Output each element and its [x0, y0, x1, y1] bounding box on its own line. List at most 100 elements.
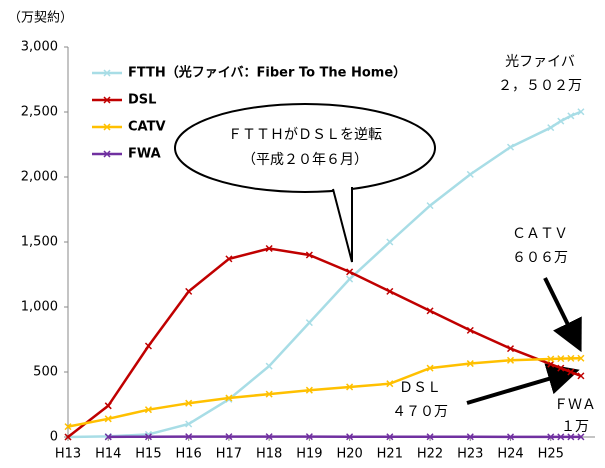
point-marker	[265, 244, 273, 253]
point-marker	[64, 423, 72, 431]
point-marker	[144, 406, 152, 414]
point-marker	[185, 287, 193, 295]
y-unit: （万契約）	[8, 11, 73, 26]
point-marker	[386, 433, 394, 441]
annotation: ６０６万	[512, 250, 568, 266]
point-marker	[466, 360, 474, 368]
point-marker	[577, 372, 585, 380]
legend-label: FTTH（光ファイバ：Fiber To The Home）	[128, 65, 406, 81]
arrow	[543, 277, 582, 353]
point-marker	[346, 268, 354, 276]
point-marker	[466, 326, 474, 334]
legend-label: CATV	[128, 120, 166, 135]
y-tick-label: 1,000	[21, 300, 58, 315]
point-marker	[225, 433, 233, 441]
point-marker	[466, 433, 474, 441]
point-marker	[225, 394, 233, 402]
point-marker	[567, 354, 575, 362]
point-marker	[506, 143, 515, 151]
callout-bubble	[174, 103, 436, 193]
point-marker	[104, 402, 112, 410]
legend-marker	[103, 96, 111, 104]
annotation: ４７０万	[392, 404, 448, 420]
point-marker	[506, 433, 515, 441]
y-tick-label: 0	[50, 430, 58, 445]
y-tick-label: 500	[33, 365, 58, 380]
point-marker	[506, 356, 515, 364]
x-tick-label: H19	[296, 447, 322, 462]
arrow	[466, 363, 580, 405]
x-tick-label: H15	[135, 447, 161, 462]
y-tick-label: 1,500	[21, 235, 58, 250]
point-marker	[547, 124, 555, 132]
point-marker	[557, 433, 565, 441]
y-tick-label: 3,000	[21, 40, 58, 55]
point-marker	[185, 433, 193, 441]
point-marker	[567, 112, 575, 120]
legend-marker	[103, 69, 111, 77]
plot-area: 0 500 1,000 1,500 2,000 2,500 3,000 H13 H14 H15 H1…	[21, 40, 595, 462]
x-tick-label: H23	[457, 447, 483, 462]
point-marker	[426, 364, 434, 372]
x-tick-label: H14	[95, 447, 121, 462]
point-marker	[577, 108, 585, 116]
point-marker	[547, 360, 555, 368]
point-marker	[64, 433, 72, 441]
legend-marker	[103, 150, 111, 158]
x-tick-label: H18	[256, 447, 282, 462]
point-marker	[185, 420, 193, 428]
annotation: ２，５０２万	[498, 78, 582, 94]
annotation: ＣＡＴＶ	[512, 226, 568, 242]
x-tick-label: H24	[497, 447, 523, 462]
annotation: １万	[561, 419, 589, 435]
point-marker	[547, 355, 555, 363]
point-marker	[577, 433, 585, 441]
annotation: 光ファイバ	[505, 54, 575, 70]
point-marker	[466, 170, 474, 178]
legend-label: DSL	[128, 93, 156, 108]
callout-line: （平成２０年６月）	[242, 152, 368, 168]
legend-label: FWA	[128, 147, 161, 162]
callout-tail	[332, 187, 353, 263]
y-tick-label: 2,000	[21, 170, 58, 185]
point-marker	[305, 251, 313, 259]
point-marker	[346, 383, 354, 391]
y-tick-label: 2,500	[21, 105, 58, 120]
legend-marker	[103, 123, 111, 131]
callout-line: ＦＴＴＨがＤＳＬを逆転	[228, 127, 382, 143]
point-marker	[426, 433, 434, 441]
point-marker	[386, 287, 394, 295]
point-marker	[265, 362, 273, 370]
point-marker	[104, 415, 112, 423]
x-tick-label: H25	[538, 447, 564, 462]
point-marker	[557, 355, 565, 363]
point-marker	[386, 238, 394, 246]
series-line	[67, 356, 581, 428]
x-tick-label: H22	[417, 447, 443, 462]
point-marker	[567, 368, 575, 376]
point-marker	[557, 117, 565, 125]
x-tick-label: H17	[216, 447, 242, 462]
point-marker	[547, 433, 555, 441]
point-marker	[506, 345, 515, 353]
point-marker	[185, 399, 193, 407]
point-marker	[577, 354, 585, 362]
annotation: ＤＳＬ	[399, 380, 441, 396]
x-tick-label: H21	[377, 447, 403, 462]
point-marker	[305, 433, 313, 441]
series-line	[67, 247, 582, 438]
point-marker	[265, 433, 273, 441]
point-marker	[346, 433, 354, 441]
point-marker	[104, 433, 112, 441]
point-marker	[557, 364, 565, 372]
point-marker	[567, 433, 575, 441]
point-marker	[305, 319, 313, 327]
point-marker	[144, 342, 152, 350]
point-marker	[265, 390, 273, 398]
point-marker	[426, 202, 434, 210]
point-marker	[144, 433, 152, 441]
point-marker	[305, 386, 313, 394]
x-tick-label: H16	[176, 447, 202, 462]
annotation: ＦＷＡ	[554, 397, 596, 413]
series-line	[67, 110, 582, 439]
